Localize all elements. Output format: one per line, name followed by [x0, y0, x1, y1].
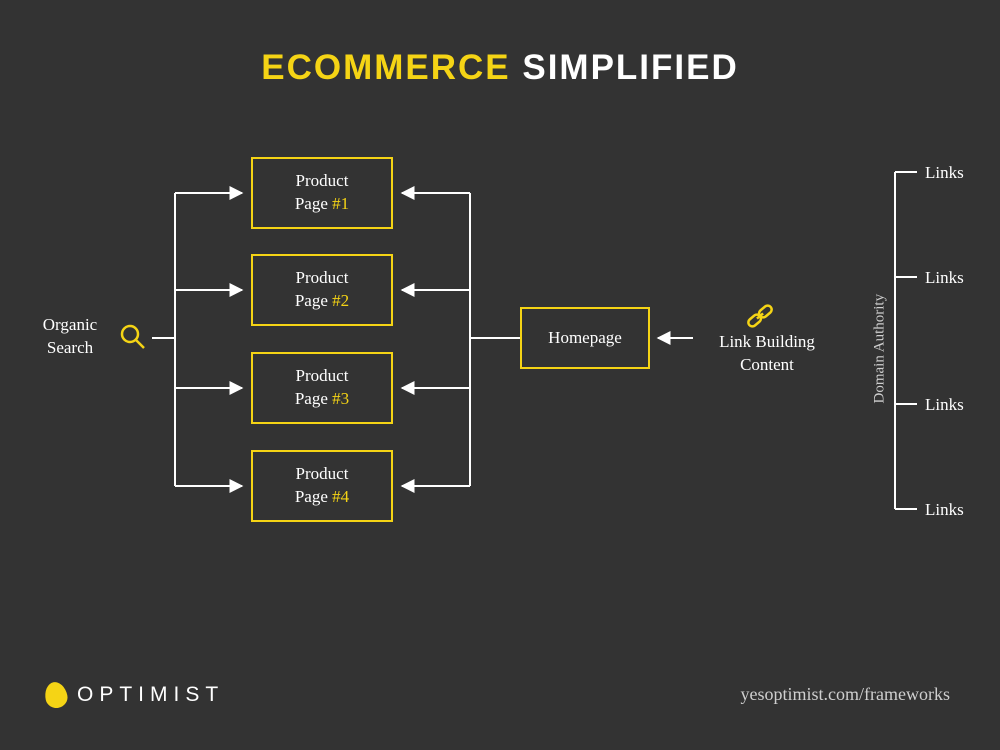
links-label-3: Links [925, 395, 964, 415]
node-product-page-3: ProductPage #3 [251, 352, 393, 424]
pp2-num: #2 [332, 291, 349, 310]
footer-brand: OPTIMIST [45, 682, 224, 708]
link-icon [747, 304, 774, 328]
node-homepage: Homepage [520, 307, 650, 369]
pp4-num: #4 [332, 487, 349, 506]
title-part-2: SIMPLIFIED [522, 48, 738, 87]
homepage-label: Homepage [548, 327, 622, 350]
pp3-num: #3 [332, 389, 349, 408]
lemon-icon [43, 680, 70, 710]
bracket-right [402, 193, 520, 486]
magnifier-icon [122, 326, 144, 348]
node-link-building: Link BuildingContent [702, 331, 832, 377]
node-organic-search: OrganicSearch [30, 314, 110, 360]
links-label-4: Links [925, 500, 964, 520]
connector-layer [0, 0, 1000, 750]
footer-url: yesoptimist.com/frameworks [741, 684, 950, 705]
organic-search-label: OrganicSearch [43, 315, 97, 357]
link-building-label: Link BuildingContent [719, 332, 815, 374]
brand-word: OPTIMIST [77, 683, 224, 707]
bracket-links [895, 172, 917, 509]
pp1-num: #1 [332, 194, 349, 213]
node-product-page-4: ProductPage #4 [251, 450, 393, 522]
node-product-page-1: ProductPage #1 [251, 157, 393, 229]
domain-authority-label: Domain Authority [872, 274, 889, 404]
links-label-2: Links [925, 268, 964, 288]
page-title: ECOMMERCE SIMPLIFIED [0, 48, 1000, 88]
links-label-1: Links [925, 163, 964, 183]
title-part-1: ECOMMERCE [261, 48, 510, 87]
bracket-left [152, 193, 242, 486]
node-product-page-2: ProductPage #2 [251, 254, 393, 326]
